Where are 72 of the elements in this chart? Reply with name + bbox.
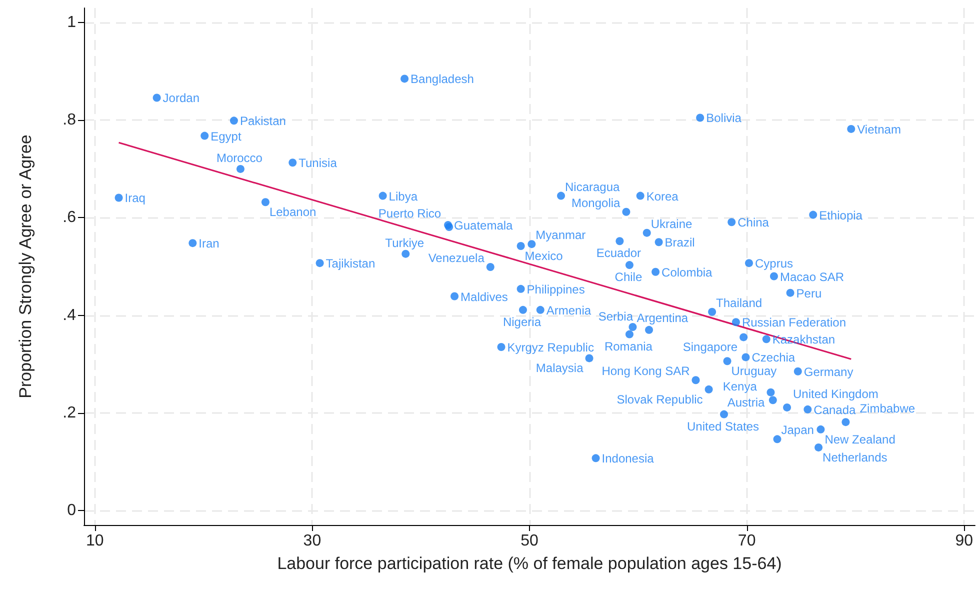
data-label: Kyrgyz Republic	[507, 340, 594, 354]
data-label: Vietnam	[857, 122, 901, 136]
data-label: Uruguay	[731, 364, 777, 378]
data-label: Venezuela	[428, 250, 485, 265]
data-label: Iran	[198, 236, 220, 251]
data-label: Malaysia	[536, 361, 584, 376]
data-label: Maldives	[460, 290, 508, 304]
data-label: Czechia	[752, 350, 796, 365]
data-label: Indonesia	[602, 452, 654, 466]
data-label: Nigeria	[502, 314, 542, 329]
data-label: Japan	[781, 423, 814, 438]
y-tick-label: .2	[62, 404, 76, 422]
data-label: Macao SAR	[780, 270, 844, 284]
data-label: Cyprus	[754, 256, 794, 271]
data-label: Myanmar	[536, 228, 586, 242]
data-label: Nicaragua	[565, 180, 620, 194]
x-tick-label: 50	[520, 532, 538, 550]
data-label: Argentina	[636, 310, 688, 325]
data-label: Libya	[388, 189, 418, 204]
x-axis-title: Labour force participation rate (% of female population ages 15-64)	[277, 554, 782, 573]
data-label: Mexico	[524, 249, 564, 264]
y-axis-title: Proportion Strongly Agree or Agree	[16, 134, 35, 398]
x-tick-label: 70	[738, 532, 756, 550]
data-label: United Kingdom	[793, 386, 878, 401]
data-label: Iraq	[124, 191, 146, 206]
data-label: Ukraine	[650, 216, 693, 231]
data-label: Mongolia	[572, 196, 621, 210]
data-label: Puerto Rico	[378, 206, 442, 220]
data-label: Jordan	[162, 91, 200, 106]
data-label: United States	[686, 419, 760, 434]
data-label: Austria	[727, 395, 766, 410]
data-label: Romania	[604, 339, 653, 354]
data-label: Singapore	[682, 340, 738, 354]
y-tick-label: 1	[67, 14, 76, 32]
x-tick-label: 10	[86, 532, 104, 550]
data-label: Morocco	[216, 150, 263, 165]
data-label: Russian Federation	[742, 316, 846, 330]
data-label: Peru	[796, 286, 822, 300]
data-label: Serbia	[598, 309, 634, 324]
data-label: Armenia	[546, 303, 592, 318]
data-label: Germany	[804, 364, 854, 379]
y-tick-label: .4	[62, 306, 76, 324]
data-label: Tunisia	[298, 156, 338, 170]
data-label: Pakistan	[240, 114, 286, 128]
data-label: Korea	[646, 189, 679, 204]
data-label: Lebanon	[269, 205, 316, 220]
data-label: Ethiopia	[819, 208, 863, 222]
data-label: Bolivia	[706, 111, 742, 126]
data-label: Egypt	[210, 129, 242, 144]
data-label: Kenya	[722, 380, 758, 394]
data-label: Tajikistan	[326, 256, 376, 271]
data-label: Thailand	[716, 296, 762, 310]
data-label: Chile	[614, 270, 642, 284]
data-label: China	[738, 216, 770, 230]
x-tick-label: 90	[955, 532, 974, 550]
data-label: Turkiye	[385, 236, 424, 250]
x-tick-label: 30	[303, 532, 322, 550]
y-tick-label: .6	[62, 209, 76, 226]
data-label: Canada	[814, 402, 856, 417]
data-label: Brazil	[664, 236, 695, 250]
data-label: Philippines	[526, 282, 585, 296]
data-label: Colombia	[662, 265, 713, 280]
data-label: Zimbabwe	[860, 402, 916, 416]
data-label: Slovak Republic	[616, 392, 703, 406]
data-label: Ecuador	[596, 246, 642, 260]
y-tick-label: .8	[62, 112, 76, 129]
data-label: Guatemala	[454, 218, 514, 233]
y-tick-label: 0	[67, 502, 76, 519]
data-label: New Zealand	[824, 432, 896, 446]
data-label: Hong Kong SAR	[602, 364, 690, 378]
data-label: Bangladesh	[410, 72, 474, 86]
data-label: Netherlands	[822, 450, 888, 464]
